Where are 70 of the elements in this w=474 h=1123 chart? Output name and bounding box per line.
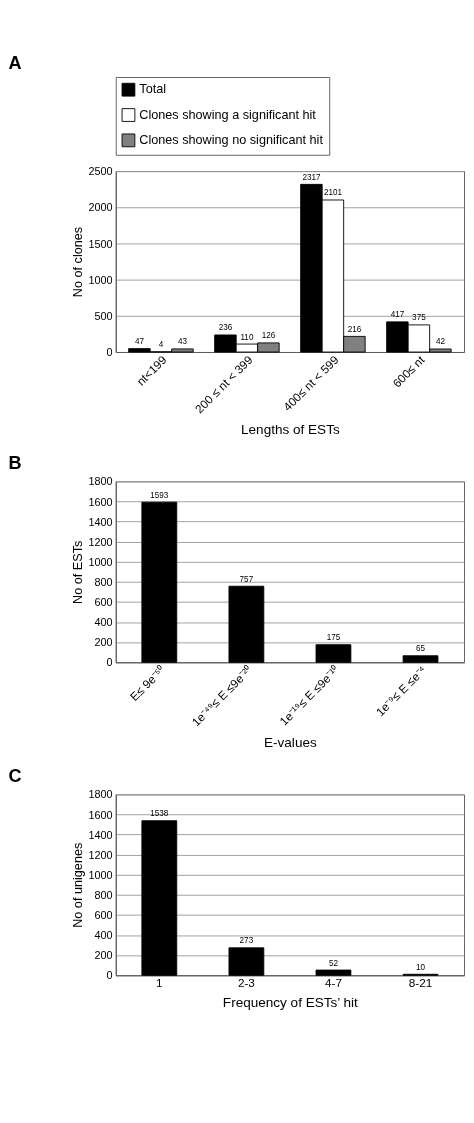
chart-title: A [8, 53, 22, 74]
x-axis-title: Lengths of ESTs [241, 422, 340, 438]
data-label: 175 [326, 633, 341, 643]
data-label: 126 [261, 331, 276, 341]
data-label: 236 [218, 323, 233, 333]
y-tick-label: 2500 [88, 165, 113, 178]
y-tick-label: 600 [94, 909, 113, 922]
y-axis-title: No of ESTs [71, 540, 86, 604]
x-tick-label: 1 [156, 975, 163, 989]
data-label: 65 [415, 644, 426, 654]
y-tick-label: 1800 [88, 788, 113, 801]
legend-label: Clones showing a significant hit [139, 107, 317, 122]
data-label: 52 [328, 958, 339, 968]
data-label: 273 [239, 936, 254, 946]
chart-title: B [8, 452, 22, 473]
data-label: 43 [177, 337, 188, 347]
data-label: 110 [240, 332, 254, 342]
y-tick-label: 600 [94, 596, 113, 609]
chart-title: C [8, 765, 22, 786]
y-tick-label: 0 [106, 346, 113, 359]
y-tick-label: 1000 [88, 555, 113, 568]
data-label: 47 [134, 337, 145, 347]
legend-label: Total [139, 82, 167, 97]
y-tick-label: 200 [94, 949, 113, 962]
y-tick-label: 400 [94, 929, 113, 942]
y-tick-label: 500 [94, 309, 113, 322]
data-label: 4 [158, 340, 164, 350]
data-label: 375 [412, 313, 427, 323]
x-axis-title: Frequency of ESTs’ hit [222, 995, 359, 1011]
y-tick-label: 800 [94, 888, 113, 901]
y-tick-label: 800 [94, 575, 113, 588]
bar [228, 947, 265, 976]
y-tick-label: 1600 [88, 808, 113, 821]
data-label: 2101 [323, 188, 343, 198]
y-tick-label: 2000 [88, 201, 113, 214]
y-axis-title: No of clones [71, 226, 86, 298]
y-tick-label: 1000 [88, 273, 113, 286]
y-tick-label: 0 [106, 656, 113, 669]
x-tick-label: 4-7 [324, 975, 342, 989]
bar [315, 644, 352, 663]
bar [228, 585, 265, 663]
y-tick-label: 1600 [88, 495, 113, 508]
bar [402, 655, 439, 663]
data-label: 1538 [150, 809, 169, 819]
data-label: 2317 [302, 172, 321, 182]
y-tick-label: 1200 [88, 848, 113, 861]
y-tick-label: 1200 [88, 535, 113, 548]
y-tick-label: 1400 [88, 828, 113, 841]
legend-label: Clones showing no significant hit [139, 132, 324, 147]
y-tick-label: 0 [106, 969, 113, 982]
data-label: 757 [239, 574, 254, 584]
bar [141, 820, 178, 976]
y-tick-label: 200 [94, 636, 113, 649]
y-axis-title: No of unigenes [71, 842, 86, 928]
data-label: 417 [390, 310, 405, 320]
y-tick-label: 400 [94, 616, 113, 629]
x-tick-label: 8-21 [408, 975, 433, 989]
y-tick-label: 1800 [88, 475, 113, 488]
data-label: 216 [347, 324, 362, 334]
data-label: 1593 [150, 490, 169, 500]
y-tick-label: 1500 [88, 237, 113, 250]
data-label: 42 [435, 337, 446, 347]
x-tick-label: 2-3 [237, 975, 256, 989]
bar [315, 969, 352, 976]
bar [141, 501, 178, 663]
y-tick-label: 1400 [88, 515, 113, 528]
x-tick-label: 200 ≤ nt < 399 [192, 352, 255, 416]
y-tick-label: 1000 [88, 868, 113, 881]
x-axis-title: E-values [264, 734, 317, 750]
data-label: 10 [415, 962, 426, 972]
